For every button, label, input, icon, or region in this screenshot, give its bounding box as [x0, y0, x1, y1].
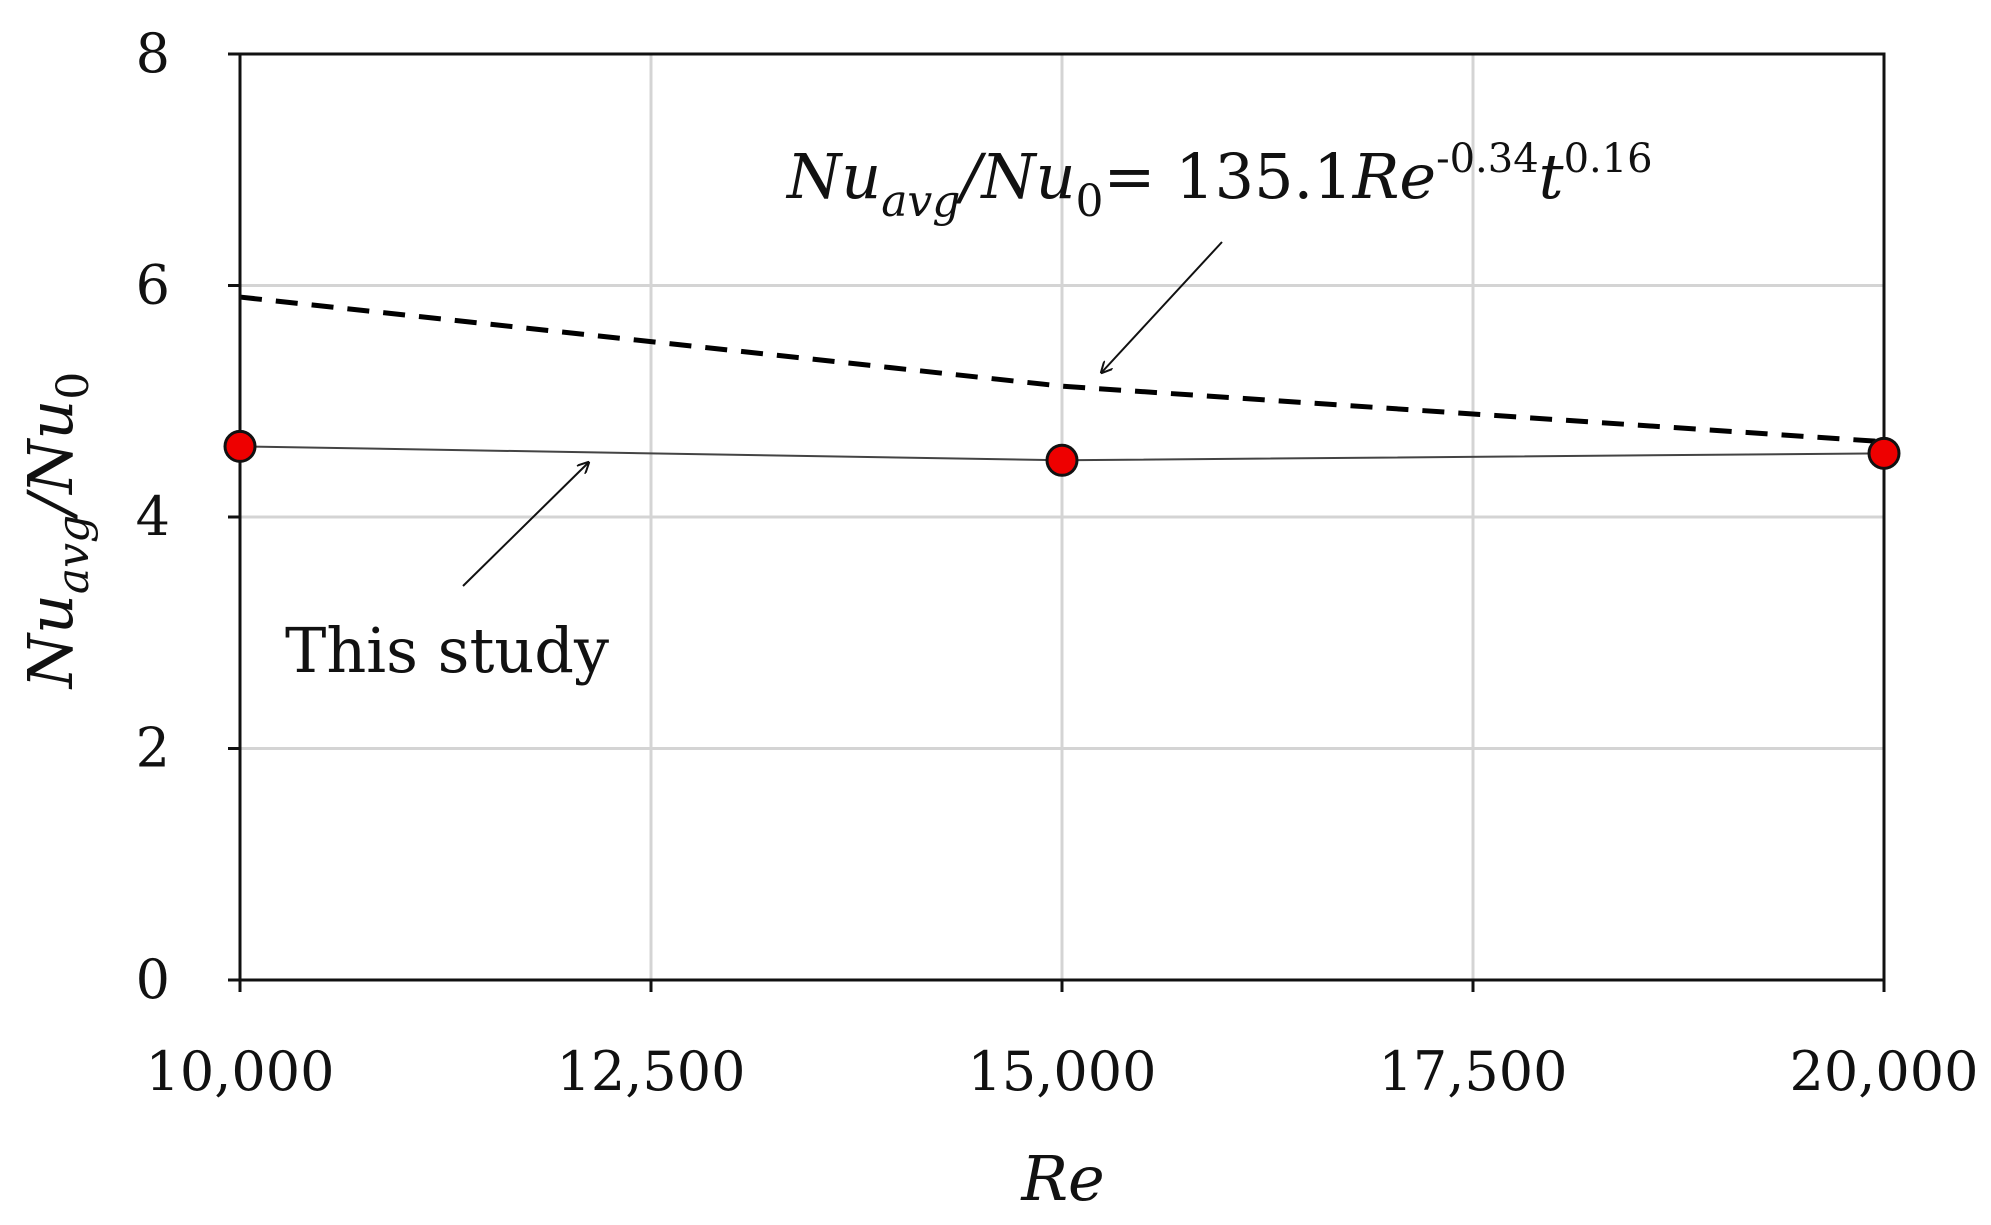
correlation-arrow: [1102, 241, 1223, 372]
correlation-equation-label: Nuavg/Nu0= 135.1Re-0.34t0.16: [785, 136, 1653, 227]
series-line-correlation: [239, 294, 1885, 445]
y-tick-label: 2: [136, 717, 170, 780]
x-tick-label: 20,000: [1790, 1040, 1979, 1103]
y-tick-label: 6: [136, 254, 170, 317]
x-tick-label: 12,500: [557, 1040, 746, 1103]
data-point-this-study: [1045, 443, 1079, 477]
this-study-label: This study: [285, 614, 609, 687]
x-tick-label: 17,500: [1379, 1040, 1568, 1103]
y-axis-title: Nuavg/Nu0: [14, 372, 99, 691]
data-point-this-study: [1867, 436, 1901, 470]
marker-layer: [223, 429, 1901, 477]
x-tick-label: 15,000: [968, 1040, 1157, 1103]
x-tick-label: 10,000: [146, 1040, 335, 1103]
y-tick-label: 4: [136, 485, 170, 548]
y-tick-label: 0: [136, 948, 170, 1011]
y-tick-label: 8: [136, 22, 170, 85]
tick-label-layer: 10,000 12,500 15,000 17,500 20,000 0 2 4 6 8: [136, 22, 1979, 1103]
data-point-this-study: [223, 429, 257, 463]
x-axis-title: Re: [1020, 1142, 1104, 1215]
this-study-arrow: [462, 463, 588, 587]
